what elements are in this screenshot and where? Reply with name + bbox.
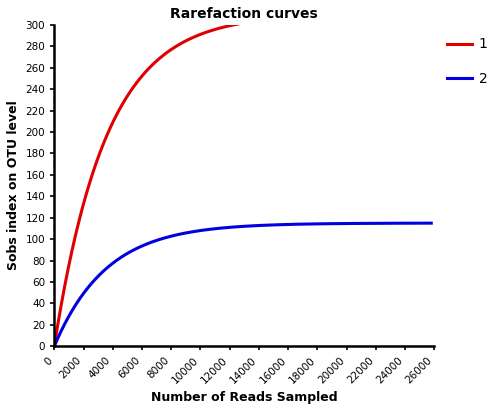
2 [52,344,58,349]
2 [196,228,202,233]
Legend: 1, 2: 1, 2 [441,32,493,92]
2 [428,221,434,226]
1 [212,27,218,32]
Title: Rarefaction curves: Rarefaction curves [170,7,318,21]
1 [116,106,122,111]
1 [428,12,434,17]
2 [212,226,218,231]
X-axis label: Number of Reads Sampled: Number of Reads Sampled [151,391,338,404]
Y-axis label: Sobs index on OTU level: Sobs index on OTU level [7,101,20,270]
1 [52,344,58,349]
1 [196,32,202,37]
2 [116,256,122,261]
2 [421,221,427,226]
Line: 2: 2 [54,223,432,346]
1 [421,12,427,17]
2 [94,275,100,279]
2 [380,221,386,226]
Line: 1: 1 [54,14,432,346]
1 [380,12,386,17]
1 [94,157,100,162]
